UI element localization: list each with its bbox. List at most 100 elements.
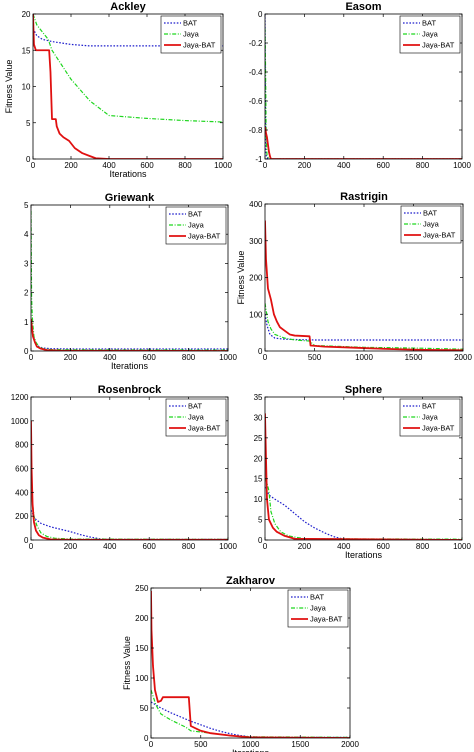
y-tick-label: -1 [255, 155, 263, 164]
y-tick-label: 400 [15, 488, 29, 497]
chart-panel-2: 0 200 400 600 800 1000 0 1 2 3 4 5 Griewank Iteration… [24, 192, 237, 371]
legend-entry: BAT [188, 402, 202, 411]
y-axis-label: Fitness Value [122, 636, 132, 690]
y-tick-label: 0 [258, 347, 263, 356]
x-tick-label: 200 [298, 161, 312, 170]
y-tick-label: -0.4 [249, 68, 263, 77]
x-tick-label: 200 [64, 353, 78, 362]
chart-title: Ackley [110, 1, 146, 13]
legend-entry: BAT [188, 210, 202, 219]
legend: BAT Jaya Jaya-BAT [165, 398, 227, 437]
x-tick-label: 400 [337, 161, 351, 170]
y-tick-label: 200 [15, 512, 29, 521]
series-line-bat [151, 701, 350, 738]
series-line-jaya-bat [265, 220, 463, 351]
x-tick-label: 800 [178, 161, 192, 170]
y-tick-label: 1000 [11, 417, 29, 426]
y-tick-label: 800 [15, 441, 29, 450]
y-tick-label: 4 [24, 230, 29, 239]
chart-panel-6: 0 500 1000 1500 2000 0 50 100 150 200 250 Zakharov I… [122, 575, 359, 752]
chart-panel-1: 0 200 400 600 800 1000 -1 -0.8 -0.6 -0.4 -0.2 0 Easo… [249, 1, 472, 170]
legend-box [400, 205, 462, 244]
y-tick-label: 50 [140, 704, 149, 713]
y-tick-label: -0.6 [249, 97, 263, 106]
y-tick-label: 0 [258, 536, 263, 545]
x-tick-label: 500 [308, 353, 322, 362]
legend-entry: Jaya-BAT [422, 41, 455, 50]
y-tick-label: 25 [254, 434, 263, 443]
y-tick-label: 2 [24, 289, 29, 298]
x-tick-label: 0 [263, 353, 268, 362]
legend: BAT Jaya Jaya-BAT [399, 398, 461, 437]
chart-panel-4: 0 200 400 600 800 1000 0 200 400 600 800 1000 1200 Ro… [11, 384, 238, 551]
series-line-jaya-bat [265, 413, 462, 540]
y-tick-label: 200 [249, 274, 263, 283]
legend-entry: Jaya [183, 30, 200, 39]
legend-box [399, 15, 461, 54]
y-tick-label: 10 [254, 495, 263, 504]
y-tick-label: 1 [24, 318, 29, 327]
series-line-jaya [33, 14, 223, 123]
x-axis-label: Iterations [345, 550, 383, 560]
series-line-bat [31, 321, 228, 350]
chart-title: Rosenbrock [98, 384, 162, 396]
y-tick-label: 100 [135, 674, 149, 683]
x-tick-label: 1000 [453, 542, 471, 551]
x-tick-label: 800 [182, 353, 196, 362]
legend-entry: BAT [422, 402, 436, 411]
x-tick-label: 600 [143, 542, 157, 551]
y-tick-label: 400 [249, 200, 263, 209]
y-tick-label: 0 [24, 347, 29, 356]
y-tick-label: 35 [254, 393, 263, 402]
y-tick-label: -0.2 [249, 39, 263, 48]
legend: BAT Jaya Jaya-BAT [160, 15, 222, 54]
y-axis-label: Fitness Value [236, 251, 246, 305]
series-line-jaya-bat [151, 590, 350, 738]
series-line-jaya-bat [31, 318, 228, 351]
y-tick-label: 200 [135, 614, 149, 623]
y-tick-label: 20 [254, 454, 263, 463]
y-tick-label: 0 [26, 155, 31, 164]
series-line-bat [265, 486, 462, 540]
x-tick-label: 500 [194, 740, 208, 749]
x-tick-label: 600 [377, 161, 391, 170]
x-axis-label: Iterations [111, 361, 149, 371]
legend-entry: Jaya-BAT [422, 424, 455, 433]
series-line-jaya-bat [33, 14, 223, 159]
legend-entry: Jaya [310, 604, 327, 613]
x-tick-label: 1000 [219, 353, 237, 362]
y-tick-label: 0 [24, 536, 29, 545]
series-line-bat [265, 314, 463, 341]
x-tick-label: 0 [263, 161, 268, 170]
x-axis-label: Iterations [109, 169, 147, 179]
x-tick-label: 400 [103, 542, 117, 551]
axes-frame [264, 13, 463, 160]
legend-entry: BAT [422, 19, 436, 28]
series-line-jaya [265, 478, 462, 540]
x-tick-label: 1500 [405, 353, 423, 362]
y-tick-label: 1200 [11, 393, 29, 402]
y-tick-label: 30 [254, 413, 263, 422]
x-tick-label: 0 [29, 353, 34, 362]
y-tick-label: 20 [22, 10, 31, 19]
x-tick-label: 2000 [341, 740, 359, 749]
legend: BAT Jaya Jaya-BAT [400, 205, 462, 244]
x-tick-label: 0 [29, 542, 34, 551]
legend-entry: Jaya-BAT [423, 231, 456, 240]
legend-entry: BAT [183, 19, 197, 28]
x-tick-label: 200 [298, 542, 312, 551]
chart-title: Zakharov [226, 575, 276, 587]
legend: BAT Jaya Jaya-BAT [287, 589, 349, 628]
legend-box [165, 398, 227, 437]
x-tick-label: 400 [337, 542, 351, 551]
y-tick-label: 250 [135, 584, 149, 593]
legend-box [399, 398, 461, 437]
legend-box [287, 589, 349, 628]
series-line-jaya-bat [31, 420, 228, 540]
series-line-bat [31, 509, 228, 540]
x-tick-label: 400 [103, 353, 117, 362]
x-tick-label: 1000 [355, 353, 373, 362]
x-tick-label: 1500 [291, 740, 309, 749]
x-tick-label: 0 [31, 161, 36, 170]
y-tick-label: 0 [144, 734, 149, 743]
